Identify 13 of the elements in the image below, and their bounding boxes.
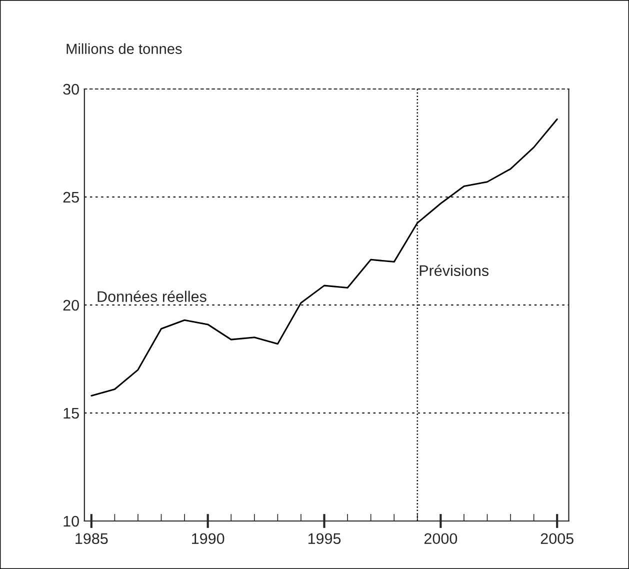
x-tick-label: 1990: [192, 533, 224, 544]
annotation: Données réelles: [98, 290, 206, 302]
annotation: Prévisions: [420, 264, 489, 276]
y-tick-label: 25: [63, 192, 79, 203]
x-tick-label: 1985: [76, 533, 108, 544]
x-tick-label: 2005: [540, 533, 574, 544]
y-tick-label: 20: [63, 300, 79, 311]
y-tick-label: 15: [64, 408, 79, 419]
x-tick-label: 2000: [424, 533, 458, 544]
y-tick-label: 30: [63, 84, 79, 95]
y-axis-title: Millions de tonnes: [66, 43, 182, 54]
y-tick-label: 10: [64, 516, 79, 527]
x-tick-label: 1995: [308, 533, 341, 544]
